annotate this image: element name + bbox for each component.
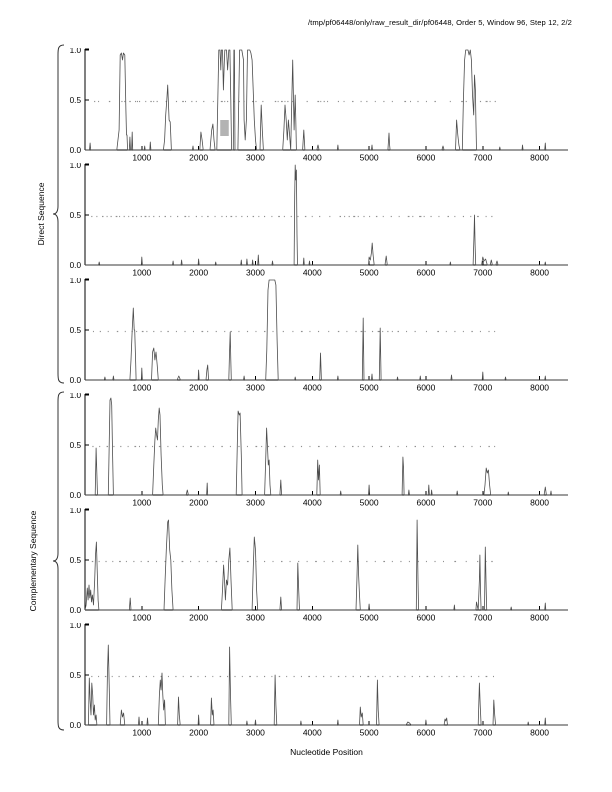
y-tick-label: 0.0 [70, 721, 82, 730]
y-tick-label: 0.0 [70, 491, 82, 500]
x-tick-label: 5000 [360, 613, 379, 623]
midline-marks [91, 675, 494, 678]
y-tick-label: 0.5 [70, 556, 82, 565]
direct-sequence-brace [52, 44, 65, 384]
x-tick-label: 3000 [246, 498, 265, 508]
x-tick-label: 2000 [189, 268, 208, 278]
midline-marks [94, 100, 496, 103]
x-tick-label: 4000 [303, 153, 322, 163]
y-tick-label: 0.0 [70, 376, 82, 385]
x-tick-label: 3000 [246, 613, 265, 623]
complementary-sequence-label: Complementary Sequence [28, 510, 38, 612]
x-tick-label: 1000 [132, 153, 151, 163]
x-tick-label: 4000 [303, 383, 322, 393]
panel-complementary-frame-2: 0.0 0.5 1.0 1000 2000 3000 4000 5000 6000 7000 800… [70, 508, 568, 623]
x-tick-label: 5000 [360, 383, 379, 393]
probability-curve-complementary-frame-1 [85, 397, 568, 496]
x-tick-label: 6000 [416, 613, 435, 623]
x-tick-label: 4000 [303, 613, 322, 623]
highlight-region [220, 120, 229, 136]
x-tick-label: 1000 [132, 613, 151, 623]
x-tick-label: 1000 [132, 268, 151, 278]
axes [84, 508, 568, 611]
x-tick-label: 4000 [303, 728, 322, 738]
x-tick-label: 1000 [132, 498, 151, 508]
panel-direct-frame-2: 0.0 0.5 1.0 1000 2000 3000 4000 5000 6000 7000 800… [70, 163, 568, 278]
y-tick-label: 0.0 [70, 261, 82, 270]
x-tick-label: 8000 [530, 153, 549, 163]
y-tick-label: 1.0 [70, 393, 82, 400]
x-tick-label: 7000 [473, 153, 492, 163]
x-tick-label: 3000 [246, 383, 265, 393]
y-tick-label: 0.0 [70, 606, 82, 615]
probability-curve-complementary-frame-3 [85, 644, 568, 726]
panel-complementary-frame-1: 0.0 0.5 1.0 1000 2000 3000 4000 5000 6000 7000 800… [70, 393, 568, 508]
y-tick-label: 0.5 [70, 671, 82, 680]
x-tick-label: 5000 [360, 498, 379, 508]
y-tick-label: 0.5 [70, 96, 82, 105]
x-tick-label: 1000 [132, 383, 151, 393]
x-tick-label: 6000 [416, 383, 435, 393]
x-tick-label: 8000 [530, 268, 549, 278]
axes [84, 393, 568, 496]
x-tick-label: 6000 [416, 268, 435, 278]
x-tick-label: 6000 [416, 498, 435, 508]
midline-marks [92, 330, 496, 333]
x-tick-label: 5000 [360, 268, 379, 278]
x-tick-label: 2000 [189, 383, 208, 393]
midline-marks [92, 445, 496, 448]
y-tick-label: 0.5 [70, 211, 82, 220]
x-tick-label: 6000 [416, 153, 435, 163]
x-tick-label: 2000 [189, 613, 208, 623]
y-tick-label: 0.0 [70, 146, 82, 155]
x-tick-label: 7000 [473, 268, 492, 278]
panel-direct-frame-1: 0.0 0.5 1.0 1000 2000 3000 4000 5000 6000 7000 800… [70, 48, 568, 163]
panel-complementary-frame-3: 0.0 0.5 1.0 1000 2000 3000 4000 5000 6000 7000 800… [70, 623, 568, 738]
x-tick-label: 2000 [189, 498, 208, 508]
axes [84, 163, 568, 266]
y-tick-label: 1.0 [70, 163, 82, 170]
y-tick-label: 0.5 [70, 326, 82, 335]
x-tick-label: 7000 [473, 613, 492, 623]
direct-sequence-label: Direct Sequence [36, 182, 46, 246]
x-tick-label: 3000 [246, 728, 265, 738]
plot-title: /tmp/pf06448/only/raw_result_dir/pf06448… [307, 18, 572, 27]
panel-direct-frame-3: 0.0 0.5 1.0 1000 2000 3000 4000 5000 6000 7000 800… [70, 278, 568, 393]
probability-curve-direct-frame-3 [85, 279, 568, 381]
x-tick-label: 5000 [360, 728, 379, 738]
x-tick-label: 6000 [416, 728, 435, 738]
axes [84, 623, 568, 726]
x-tick-label: 3000 [246, 153, 265, 163]
y-tick-label: 0.5 [70, 441, 82, 450]
axes [84, 48, 568, 151]
x-axis-title: Nucleotide Position [290, 747, 363, 757]
midline-marks [91, 215, 493, 218]
x-tick-label: 2000 [189, 153, 208, 163]
x-tick-label: 4000 [303, 268, 322, 278]
x-tick-label: 2000 [189, 728, 208, 738]
probability-curve-complementary-frame-2 [84, 519, 568, 611]
x-tick-label: 1000 [132, 728, 151, 738]
x-tick-label: 8000 [530, 613, 549, 623]
x-tick-label: 7000 [473, 383, 492, 393]
probability-curve-direct-frame-2 [85, 164, 568, 266]
complementary-sequence-brace [52, 391, 65, 731]
y-tick-label: 1.0 [70, 278, 82, 285]
x-tick-label: 7000 [473, 728, 492, 738]
probability-curve-direct-frame-1 [85, 49, 568, 151]
x-tick-label: 4000 [303, 498, 322, 508]
y-tick-label: 1.0 [70, 48, 82, 55]
x-tick-label: 8000 [530, 383, 549, 393]
y-tick-label: 1.0 [70, 508, 82, 515]
x-tick-label: 3000 [246, 268, 265, 278]
x-tick-label: 8000 [530, 728, 549, 738]
x-tick-label: 8000 [530, 498, 549, 508]
x-tick-label: 7000 [473, 498, 492, 508]
y-tick-label: 1.0 [70, 623, 82, 630]
midline-marks [91, 560, 493, 563]
x-tick-label: 5000 [360, 153, 379, 163]
